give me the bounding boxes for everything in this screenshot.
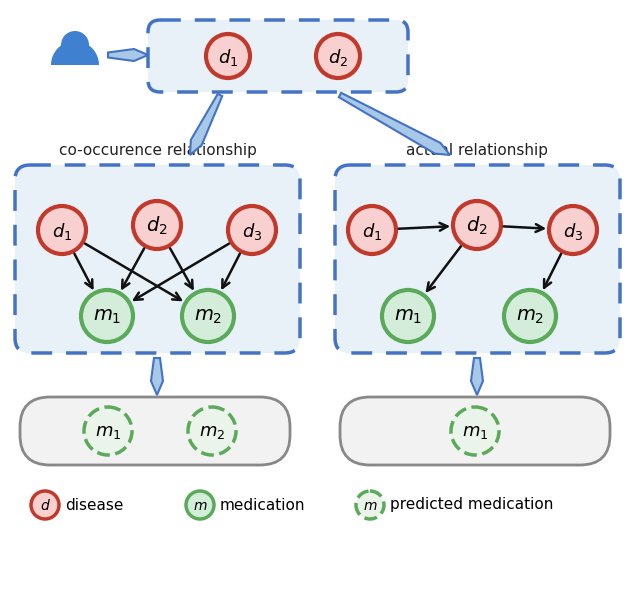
Polygon shape [190,94,222,155]
Text: $m_2$: $m_2$ [194,308,222,326]
Circle shape [348,206,396,254]
FancyBboxPatch shape [148,20,408,92]
Text: $m_2$: $m_2$ [199,423,225,441]
Text: $m_1$: $m_1$ [95,423,121,441]
Circle shape [382,290,434,342]
Text: $d_2$: $d_2$ [146,215,168,237]
Text: co-occurence relationship: co-occurence relationship [59,144,257,158]
FancyBboxPatch shape [15,165,300,353]
Circle shape [206,34,250,78]
Circle shape [356,491,384,519]
Circle shape [316,34,360,78]
Text: predicted medication: predicted medication [390,498,554,512]
Text: $m_2$: $m_2$ [516,308,544,326]
Text: $d_1$: $d_1$ [362,221,382,242]
Circle shape [451,407,499,455]
Text: $m_1$: $m_1$ [394,308,422,326]
Circle shape [504,290,556,342]
Text: $d_2$: $d_2$ [328,47,348,68]
Text: $d$: $d$ [40,499,51,514]
Text: medication: medication [220,498,305,512]
Polygon shape [108,49,148,61]
Circle shape [182,290,234,342]
Text: $d_3$: $d_3$ [563,221,583,242]
Circle shape [84,407,132,455]
Circle shape [133,201,181,249]
FancyBboxPatch shape [340,397,610,465]
Polygon shape [339,93,450,155]
Text: $m$: $m$ [363,499,378,513]
Polygon shape [151,358,163,395]
Circle shape [188,407,236,455]
FancyBboxPatch shape [335,165,620,353]
Text: actual relationship: actual relationship [406,144,548,158]
Text: $d_3$: $d_3$ [242,221,262,242]
Text: $m$: $m$ [193,499,207,513]
Circle shape [61,31,89,59]
Circle shape [38,206,86,254]
Circle shape [453,201,501,249]
Circle shape [31,491,59,519]
Circle shape [549,206,597,254]
Text: $d_1$: $d_1$ [218,47,238,68]
FancyBboxPatch shape [20,397,290,465]
Text: disease: disease [65,498,124,512]
Circle shape [186,491,214,519]
Polygon shape [471,358,483,395]
Text: $d_1$: $d_1$ [52,221,72,242]
Text: $d_2$: $d_2$ [466,215,488,237]
Circle shape [228,206,276,254]
Wedge shape [51,41,99,65]
Circle shape [81,290,133,342]
Text: $m_1$: $m_1$ [93,308,121,326]
Text: +: + [67,62,83,80]
Text: $m_1$: $m_1$ [462,423,488,441]
